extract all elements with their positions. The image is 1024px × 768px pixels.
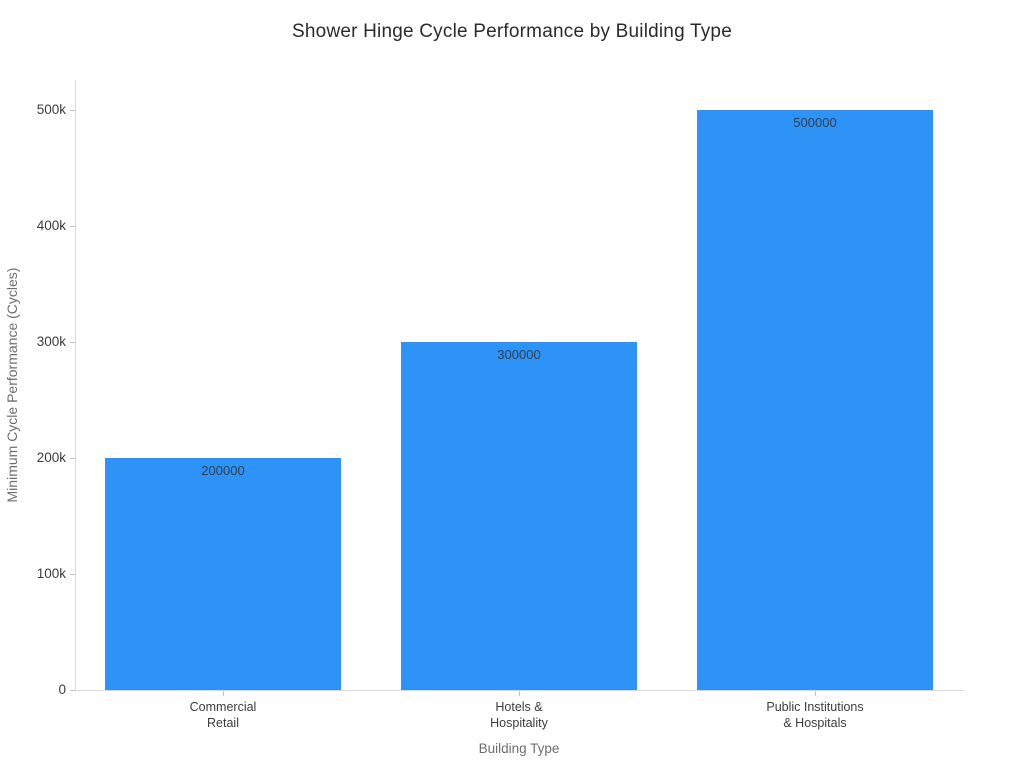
y-tick-mark <box>70 341 75 343</box>
y-tick-label: 100k <box>36 566 66 582</box>
x-category-label: Public Institutions & Hospitals <box>766 700 864 730</box>
bar: 200000 <box>104 458 342 690</box>
y-axis-title: Minimum Cycle Performance (Cycles) <box>4 267 20 503</box>
y-tick-mark <box>70 573 75 575</box>
bar: 300000 <box>400 342 638 690</box>
x-tick-mark <box>518 691 520 696</box>
x-category-label: Commercial Retail <box>189 700 257 730</box>
bar: 500000 <box>696 110 934 690</box>
y-tick-label: 400k <box>36 218 66 234</box>
y-tick-mark <box>70 225 75 227</box>
y-tick-mark <box>70 689 75 691</box>
y-tick-mark <box>70 109 75 111</box>
bar-value-label: 200000 <box>201 463 245 479</box>
x-category-label: Hotels & Hospitality <box>490 700 548 730</box>
x-axis-title: Building Type <box>478 741 560 756</box>
y-tick-label: 500k <box>36 102 66 118</box>
y-tick-label: 300k <box>36 334 66 350</box>
bar-value-label: 500000 <box>793 115 837 131</box>
x-tick-mark <box>222 691 224 696</box>
x-tick-mark <box>814 691 816 696</box>
chart-title: Shower Hinge Cycle Performance by Buildi… <box>292 21 732 42</box>
plot-area <box>75 80 964 691</box>
bar-value-label: 300000 <box>497 347 541 363</box>
y-tick-label: 0 <box>58 682 66 697</box>
y-tick-mark <box>70 457 75 459</box>
y-tick-label: 200k <box>36 450 66 466</box>
